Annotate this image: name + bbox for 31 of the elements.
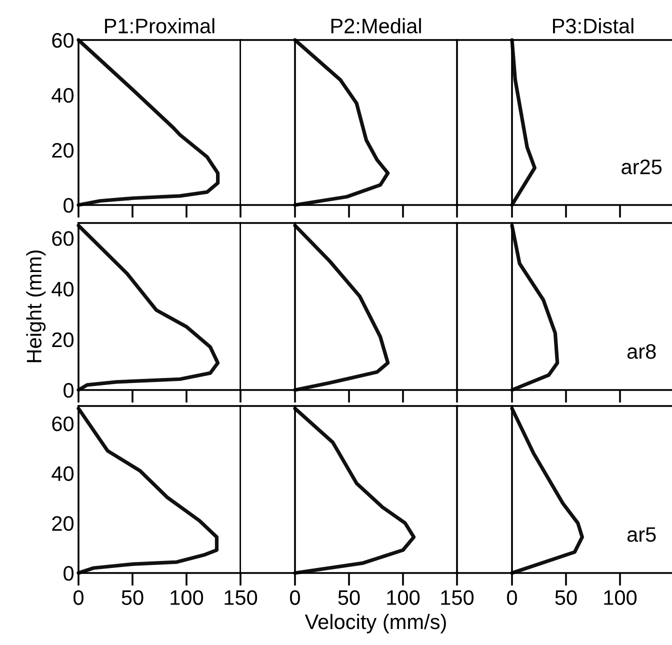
chart-title: P3:Distal: [553, 18, 634, 34]
y-tick-label: 0: [64, 198, 74, 213]
annotation: ar5: [627, 527, 656, 542]
y-tick-label: 40: [52, 88, 74, 103]
y-axis-title: Height (mm): [26, 250, 46, 362]
y-tick-label: 60: [52, 33, 74, 48]
y-tick-label: 20: [52, 516, 74, 531]
x-tick-label: 50: [338, 590, 360, 605]
y-tick-label: 40: [52, 282, 74, 297]
x-tick-label: 0: [507, 590, 517, 605]
x-tick-label: 100: [604, 590, 637, 605]
y-tick-label: 20: [52, 143, 74, 158]
annotation: ar25: [622, 160, 662, 174]
x-tick-label: 50: [122, 590, 144, 605]
x-tick-label: 50: [555, 590, 577, 605]
y-tick-label: 0: [64, 383, 74, 398]
x-axis-title: Velocity (mm/s): [304, 614, 446, 634]
y-tick-label: 20: [52, 332, 74, 348]
x-tick-label: 150: [224, 590, 258, 605]
y-tick-label: 60: [52, 416, 74, 432]
y-tick-label: 40: [52, 466, 74, 482]
chart-title: P1:Proximal: [105, 18, 214, 34]
chart-title: P2:Medial: [331, 18, 421, 34]
y-tick-label: 60: [52, 231, 74, 246]
x-tick-label: 100: [387, 590, 420, 605]
x-tick-label: 0: [74, 590, 84, 605]
x-tick-label: 100: [170, 590, 204, 605]
x-tick-label: 0: [290, 590, 300, 605]
y-tick-label: 0: [64, 566, 74, 581]
x-tick-label: 150: [441, 590, 474, 605]
annotation: ar8: [627, 344, 656, 359]
